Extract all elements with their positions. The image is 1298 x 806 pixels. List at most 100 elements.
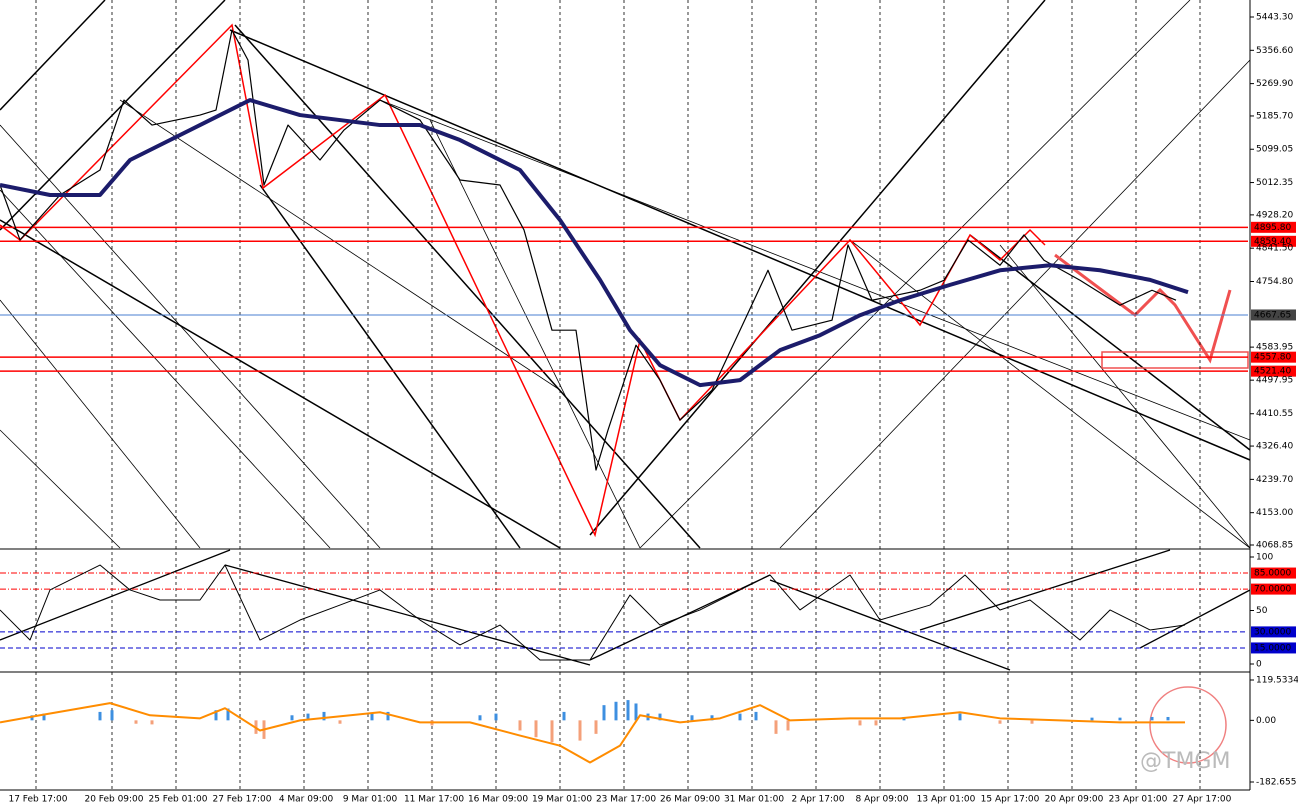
level-label-box [1251, 351, 1296, 363]
histogram-bar [478, 715, 482, 721]
y-tick-label: 4754.80 [1256, 277, 1293, 287]
y-tick-label: 5269.90 [1256, 79, 1293, 89]
highlight-circle [1149, 686, 1227, 764]
histogram-bar [626, 700, 630, 721]
histogram-bar [494, 713, 498, 721]
y-tick-label: 4153.00 [1256, 508, 1293, 518]
histogram-bar [386, 711, 390, 721]
y-tick-label: 5356.60 [1256, 46, 1293, 56]
histogram-bar [550, 720, 554, 743]
level-label-box [1251, 235, 1296, 247]
level-label-box [1251, 583, 1296, 595]
x-tick-label: 26 Mar 09:00 [660, 795, 720, 805]
histogram-bar [370, 713, 374, 721]
histogram-bar [958, 713, 962, 721]
level-label: 4557.80 [1254, 353, 1291, 363]
histogram-bar [858, 720, 862, 726]
x-tick-label: 15 Apr 17:00 [981, 795, 1040, 805]
level-label-box [1251, 309, 1296, 321]
x-tick-label: 27 Feb 17:00 [212, 795, 271, 805]
histogram-bar [1118, 717, 1122, 721]
level-label-box [1251, 567, 1296, 579]
y-tick-label: 4068.85 [1256, 541, 1293, 551]
x-tick-label: 11 Mar 17:00 [404, 795, 464, 805]
level-label-box [1251, 365, 1296, 377]
histogram-bar [998, 720, 1002, 724]
histogram-bar [226, 708, 230, 721]
histogram-bar [710, 715, 714, 721]
x-tick-label: 23 Apr 01:00 [1109, 795, 1168, 805]
x-tick-label: 27 Apr 17:00 [1173, 795, 1232, 805]
histogram-bar [634, 703, 638, 721]
trend-lines [0, 0, 1251, 671]
level-label: 70.0000 [1254, 585, 1291, 595]
x-tick-label: 9 Mar 01:00 [343, 795, 398, 805]
y-tick-label: -182.655 [1256, 778, 1296, 788]
y-tick-label: 119.5334 [1256, 676, 1298, 686]
y-tick-label: 4583.95 [1256, 343, 1293, 353]
x-tick-label: 20 Apr 09:00 [1045, 795, 1104, 805]
x-tick-label: 16 Mar 09:00 [468, 795, 528, 805]
y-tick-label: 5443.30 [1256, 13, 1293, 23]
histogram-bar [150, 720, 154, 725]
y-tick-label: 4410.55 [1256, 409, 1293, 419]
level-label: 4521.40 [1254, 367, 1291, 377]
level-label: 85.0000 [1254, 569, 1291, 579]
histogram-bar [1090, 717, 1094, 721]
histogram-bar [774, 720, 778, 734]
x-tick-label: 31 Mar 01:00 [724, 795, 784, 805]
x-tick-label: 25 Feb 01:00 [148, 795, 207, 805]
y-tick-label: 0 [1256, 660, 1262, 670]
histogram-bar [1166, 716, 1170, 721]
histogram-bar [754, 711, 758, 721]
series-line [0, 702, 1185, 764]
histogram-bar [786, 720, 790, 731]
histogram-bar [614, 701, 618, 721]
x-tick-label: 13 Apr 01:00 [917, 795, 976, 805]
level-label: 4859.40 [1254, 237, 1291, 247]
y-tick-label: 5099.05 [1256, 145, 1293, 155]
level-label: 30.0000 [1254, 627, 1291, 637]
histogram-bar [690, 715, 694, 721]
x-tick-label: 8 Apr 09:00 [856, 795, 909, 805]
histogram-bar [338, 720, 342, 724]
level-label: 15.0000 [1254, 643, 1291, 653]
y-tick-label: 4841.50 [1256, 244, 1293, 254]
y-tick-label: 50 [1256, 606, 1268, 616]
histogram-bar [42, 713, 46, 721]
y-tick-label: 4497.95 [1256, 376, 1293, 386]
histogram-bar [874, 720, 878, 726]
level-label: 4667.65 [1254, 310, 1291, 320]
histogram-bar [1150, 716, 1154, 721]
histogram-bar [290, 715, 294, 721]
x-tick-label: 23 Mar 17:00 [596, 795, 656, 805]
histogram-bar [534, 720, 538, 738]
x-tick-label: 20 Feb 09:00 [84, 795, 143, 805]
histogram-bar [518, 720, 522, 731]
histogram-bar [738, 713, 742, 721]
y-tick-label: 100 [1256, 553, 1273, 563]
histogram-bar [110, 710, 114, 721]
level-label-box [1251, 626, 1296, 638]
series-line [0, 564, 1186, 661]
x-tick-label: 19 Mar 01:00 [532, 795, 592, 805]
histogram-bar [306, 713, 310, 721]
x-tick-label: 2 Apr 17:00 [792, 795, 845, 805]
histogram-bar [30, 715, 34, 721]
histogram-bar [562, 711, 566, 721]
histogram-bar [98, 711, 102, 721]
y-tick-label: 4326.40 [1256, 442, 1293, 452]
x-tick-label: 4 Mar 09:00 [279, 795, 334, 805]
y-tick-label: 4239.70 [1256, 475, 1293, 485]
series-line [0, 98, 1189, 388]
y-tick-label: 5012.35 [1256, 178, 1293, 188]
histogram-bar [1030, 720, 1034, 724]
histogram-bar [322, 711, 326, 721]
histogram-bar [134, 720, 138, 724]
level-label: 4895.80 [1254, 223, 1291, 233]
series-line [0, 29, 1177, 471]
level-label-box [1251, 221, 1296, 233]
y-tick-label: 5185.70 [1256, 111, 1293, 121]
